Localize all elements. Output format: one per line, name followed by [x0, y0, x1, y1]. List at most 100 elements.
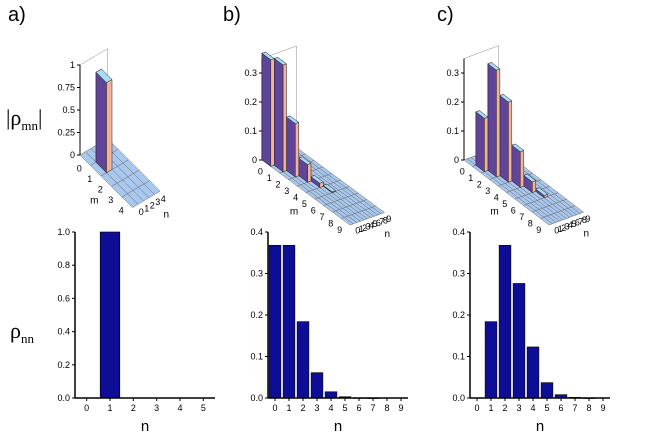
column-top-1 [475, 110, 489, 119]
bar-chart-1: 0 1 2 3 4 5 0.0 0.2 0.4 0.6 0.8 1.0 n [57, 227, 215, 435]
x-tick-label-1: 1 [488, 403, 493, 413]
n-tick-label-0: 0 [139, 207, 144, 217]
y-tick-label-1: 0.1 [250, 352, 263, 362]
column-top-3 [499, 94, 513, 103]
bar-n2 [296, 321, 310, 399]
z-tick-label-3: 0.3 [244, 68, 257, 78]
n-tick-label-3: 3 [565, 222, 570, 232]
m-tick-label-6: 6 [311, 205, 316, 215]
x-tick-label-0: 0 [474, 403, 479, 413]
y-tick-label-2: 0.2 [452, 310, 465, 320]
column-side-front-1 [274, 58, 284, 173]
bar-n3 [310, 372, 324, 399]
bar-n5 [540, 382, 554, 399]
bar-n4 [526, 346, 540, 399]
floor-cell-9-9 [570, 205, 585, 214]
bar-chart-2: 0 1 2 3 4 5 6 7 8 90.00.10.20.30.4n [250, 227, 408, 435]
m-axis-title: m [90, 195, 98, 206]
x-tick-label-5: 5 [342, 403, 347, 413]
bar-n1 [99, 231, 121, 399]
m-tick-label-2: 2 [275, 179, 280, 189]
m-tick-label-9: 9 [536, 225, 541, 235]
z-tick-label-3: 0.75 [57, 83, 75, 93]
n-tick-label-6: 6 [376, 218, 381, 228]
z-tick-label-4: 1 [70, 60, 75, 70]
m-tick-label-0: 0 [460, 166, 465, 176]
bottom-y-axis-title-main: ρ [10, 318, 21, 343]
m-tick-label-5: 5 [302, 199, 307, 209]
column-side-right-2 [496, 68, 501, 178]
n-tick-label-8: 8 [383, 215, 388, 225]
y-tick-label-4: 0.4 [250, 227, 263, 237]
bottom-y-axis-title-sub: nn [21, 331, 35, 346]
n-tick-label-5: 5 [372, 219, 377, 229]
n-tick-label-2: 2 [150, 200, 155, 210]
floor-cell-9-9 [371, 205, 386, 215]
column-side-right-5 [532, 180, 536, 193]
bar-n2 [498, 244, 512, 399]
x-tick-label-0: 0 [84, 403, 89, 413]
column-top-1 [95, 68, 113, 84]
x-tick-label-1: 1 [107, 403, 112, 413]
z-tick-label-2: 0.2 [446, 97, 459, 107]
x-tick-label-4: 4 [328, 403, 333, 413]
n-tick-label-0: 0 [554, 225, 559, 235]
z-tick-label-2: 0.5 [62, 105, 75, 115]
column-side-right-1 [106, 79, 113, 174]
m-tick-label-4: 4 [293, 192, 298, 202]
x-tick-label-3: 3 [314, 403, 319, 413]
m-tick-label-7: 7 [519, 212, 524, 222]
n-tick-label-2: 2 [362, 223, 367, 233]
z-tick-label-3: 0.3 [446, 68, 459, 78]
x-axis-title: n [334, 418, 342, 435]
m-tick-label-4: 4 [494, 192, 499, 202]
distribution-row: 0 1 2 3 4 50.00.20.40.60.81.0n0 1 2 3 4 5 6 7 8 90.00.… [57, 227, 610, 435]
n-tick-label-6: 6 [575, 218, 580, 228]
bar-n4 [324, 391, 338, 399]
y-tick-label-0: 0.0 [57, 393, 70, 403]
m-tick-label-0: 0 [258, 166, 263, 176]
column-side-front-3 [499, 95, 509, 183]
z-tick-label-2: 0.2 [244, 97, 257, 107]
column-top-6 [535, 187, 549, 196]
x-tick-label-5: 5 [544, 403, 549, 413]
panel-label-a: a) [8, 4, 26, 26]
x-tick-label-9: 9 [398, 403, 403, 413]
m-tick-label-7: 7 [319, 212, 324, 222]
n-tick-label-7: 7 [379, 217, 384, 227]
bar-n0 [268, 244, 282, 399]
x-tick-label-6: 6 [558, 403, 563, 413]
y-tick-label-3: 0.3 [250, 269, 263, 279]
x-tick-label-1: 1 [286, 403, 291, 413]
x-tick-label-2: 2 [131, 403, 136, 413]
column-top-4 [511, 143, 525, 152]
n-tick-label-0: 0 [355, 225, 360, 235]
n-tick-label-4: 4 [369, 220, 374, 230]
x-axis-title: n [141, 418, 149, 435]
y-tick-label-3: 0.3 [452, 269, 465, 279]
column-side-front-4 [511, 144, 521, 188]
n-tick-label-1: 1 [144, 204, 149, 214]
column-side-right-2 [295, 122, 300, 178]
n-tick-label-1: 1 [359, 224, 364, 234]
n-tick-label-7: 7 [578, 216, 583, 226]
y-tick-label-1: 0.2 [57, 360, 70, 370]
m-tick-label-3: 3 [108, 195, 113, 205]
column-side-right-1 [484, 116, 489, 173]
m-tick-label-2: 2 [98, 184, 103, 194]
bar-n3 [512, 283, 526, 399]
column-side-front-1 [95, 71, 107, 174]
column-top-2 [285, 115, 300, 124]
bar-n1 [484, 321, 498, 399]
n-tick-label-3: 3 [155, 197, 160, 207]
top-y-axis-title-close: | [38, 105, 42, 130]
x-tick-label-6: 6 [356, 403, 361, 413]
x-tick-label-7: 7 [572, 403, 577, 413]
top-y-axis-title: |ρmn| [6, 105, 42, 133]
n-axis-title: n [163, 209, 169, 220]
column-side-front-2 [487, 63, 497, 178]
z-tick-label-0: 0 [454, 155, 459, 165]
n-tick-label-1: 1 [558, 224, 563, 234]
